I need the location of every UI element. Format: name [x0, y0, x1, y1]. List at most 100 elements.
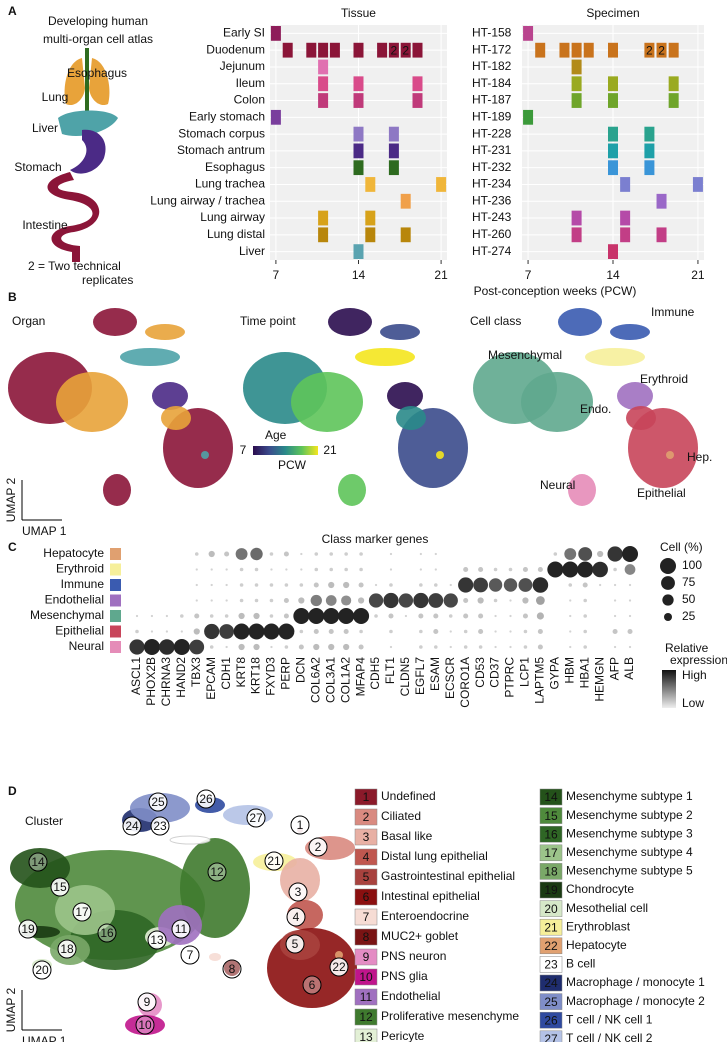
gene-label: COL3A1	[323, 657, 337, 703]
dot	[569, 614, 572, 618]
class-swatch	[110, 610, 121, 622]
cluster-number: 10	[138, 1018, 152, 1032]
cluster-marker	[222, 959, 242, 979]
cluster-number: 20	[35, 963, 49, 977]
organ-label: Stomach	[14, 160, 61, 174]
umap-cluster	[396, 406, 426, 430]
dot	[239, 598, 244, 603]
class-label: Neural	[540, 478, 575, 492]
umap-cluster	[436, 451, 444, 459]
dot	[208, 550, 215, 558]
dot	[508, 567, 513, 572]
dot	[269, 614, 274, 618]
dot	[477, 597, 484, 604]
row-label: HT-172	[472, 42, 512, 56]
sample-cell	[668, 93, 679, 108]
row-label: Lung distal	[207, 227, 265, 241]
dot	[298, 644, 304, 650]
umap-cluster	[93, 308, 137, 336]
sample-cell	[412, 76, 423, 92]
cluster-number: 18	[60, 942, 74, 956]
row-label: HT-228	[472, 126, 512, 140]
colorbar-tick: 21	[323, 443, 337, 457]
panel-letter: B	[8, 290, 17, 304]
cluster-number: 16	[100, 926, 114, 940]
dot	[599, 583, 602, 587]
legend-swatch	[539, 937, 563, 955]
x-tick-label: 14	[352, 268, 366, 282]
dot	[428, 593, 444, 608]
dot	[314, 567, 319, 572]
dot	[463, 566, 469, 573]
dot	[359, 567, 363, 572]
umap-cluster	[380, 324, 420, 340]
legend-number: 10	[359, 970, 373, 984]
row-label: HT-260	[472, 227, 512, 241]
cluster-number: 17	[75, 905, 89, 919]
sample-cell	[318, 76, 329, 92]
dot	[270, 568, 273, 571]
cluster-marker	[135, 1015, 155, 1035]
dot	[536, 612, 544, 620]
sample-cell	[318, 59, 329, 75]
legend-number: 11	[360, 990, 373, 1004]
gene-label: PERP	[279, 657, 293, 690]
dot	[419, 629, 423, 634]
dot	[449, 645, 452, 649]
cluster-marker	[302, 975, 322, 995]
gene-label: ESAM	[428, 657, 442, 691]
legend-number: 16	[544, 827, 558, 841]
dot	[359, 552, 363, 556]
dot	[194, 613, 200, 619]
dot	[522, 597, 529, 604]
sample-cell	[644, 42, 655, 58]
row-label: Duodenum	[206, 42, 265, 56]
dot	[209, 645, 214, 649]
sample-cell	[365, 177, 376, 192]
legend-label: 25	[682, 609, 696, 623]
gene-label: CD53	[473, 657, 487, 688]
dot	[224, 614, 229, 618]
dot	[612, 628, 618, 635]
row-label: Liver	[239, 244, 265, 258]
cluster-number: 4	[293, 910, 300, 924]
dot	[578, 547, 593, 561]
dot	[553, 552, 558, 556]
legend-label: Basal like	[381, 829, 433, 843]
row-label: HT-231	[472, 143, 512, 157]
organ-label: Lung	[42, 90, 69, 104]
sample-cell	[620, 210, 631, 226]
dot	[522, 566, 528, 573]
colorbar	[253, 446, 318, 455]
legend-label: Mesenchyme subtype 3	[566, 826, 693, 840]
dotplot-title: Class marker genes	[322, 532, 429, 546]
cluster-marker	[180, 945, 200, 965]
dot	[583, 645, 587, 649]
row-label: Stomach corpus	[178, 126, 265, 140]
cluster-number: 7	[187, 948, 194, 962]
dot	[129, 639, 145, 655]
dot	[537, 628, 543, 635]
legend-number: 25	[544, 995, 558, 1009]
umap-cluster	[328, 308, 372, 336]
sample-cell	[608, 244, 618, 259]
umap-cluster	[161, 406, 191, 430]
umap-cluster	[224, 960, 240, 976]
dot	[165, 614, 169, 618]
dot	[494, 614, 497, 618]
row-label: Mesenchymal	[30, 608, 104, 622]
legend-number: 14	[544, 790, 558, 804]
sample-cell	[400, 193, 411, 209]
umap-cluster	[568, 474, 596, 506]
x-tick-label: 21	[434, 268, 448, 282]
cluster-number: 9	[144, 995, 151, 1009]
legend-label: MUC2+ goblet	[381, 929, 459, 943]
dot	[478, 645, 483, 649]
dot	[210, 599, 213, 602]
replicate-label: 2	[646, 43, 653, 57]
colorbar-tick: 7	[240, 443, 247, 457]
dot	[263, 623, 280, 640]
gene-label: PHOX2B	[144, 657, 158, 706]
x-tick-label: 21	[691, 268, 705, 282]
cluster-number: 19	[21, 922, 35, 936]
